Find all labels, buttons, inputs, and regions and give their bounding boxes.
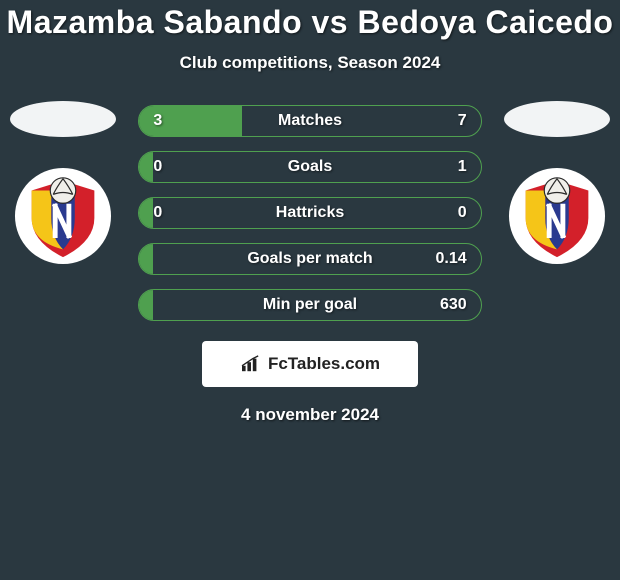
player-right-oval <box>504 101 610 137</box>
stat-right-value: 630 <box>440 296 467 314</box>
stat-bar-goals: 0 Goals 1 <box>138 151 481 183</box>
stats-column: 3 Matches 7 0 Goals 1 0 Hattricks 0 Goal… <box>138 101 481 321</box>
stat-right-value: 7 <box>458 112 467 130</box>
stat-right-value: 0 <box>458 204 467 222</box>
stat-label: Matches <box>139 112 480 130</box>
player-left-col <box>4 101 122 265</box>
stat-bar-min-per-goal: Min per goal 630 <box>138 289 481 321</box>
stat-label: Min per goal <box>139 296 480 314</box>
stat-bar-matches: 3 Matches 7 <box>138 105 481 137</box>
club-badge-right <box>508 167 606 265</box>
player-left-oval <box>10 101 116 137</box>
attribution-text: FcTables.com <box>268 354 380 374</box>
stat-label: Hattricks <box>139 204 480 222</box>
attribution-badge[interactable]: FcTables.com <box>202 341 418 387</box>
bar-chart-icon <box>240 355 262 373</box>
comparison-row: 3 Matches 7 0 Goals 1 0 Hattricks 0 Goal… <box>0 101 620 321</box>
club-badge-left <box>14 167 112 265</box>
stat-label: Goals <box>139 158 480 176</box>
stat-bar-hattricks: 0 Hattricks 0 <box>138 197 481 229</box>
page-title: Mazamba Sabando vs Bedoya Caicedo <box>0 4 620 41</box>
stat-right-value: 1 <box>458 158 467 176</box>
player-right-col <box>498 101 616 265</box>
stat-label: Goals per match <box>139 250 480 268</box>
subtitle: Club competitions, Season 2024 <box>0 53 620 73</box>
stat-bar-goals-per-match: Goals per match 0.14 <box>138 243 481 275</box>
date-line: 4 november 2024 <box>0 405 620 425</box>
stat-right-value: 0.14 <box>436 250 467 268</box>
